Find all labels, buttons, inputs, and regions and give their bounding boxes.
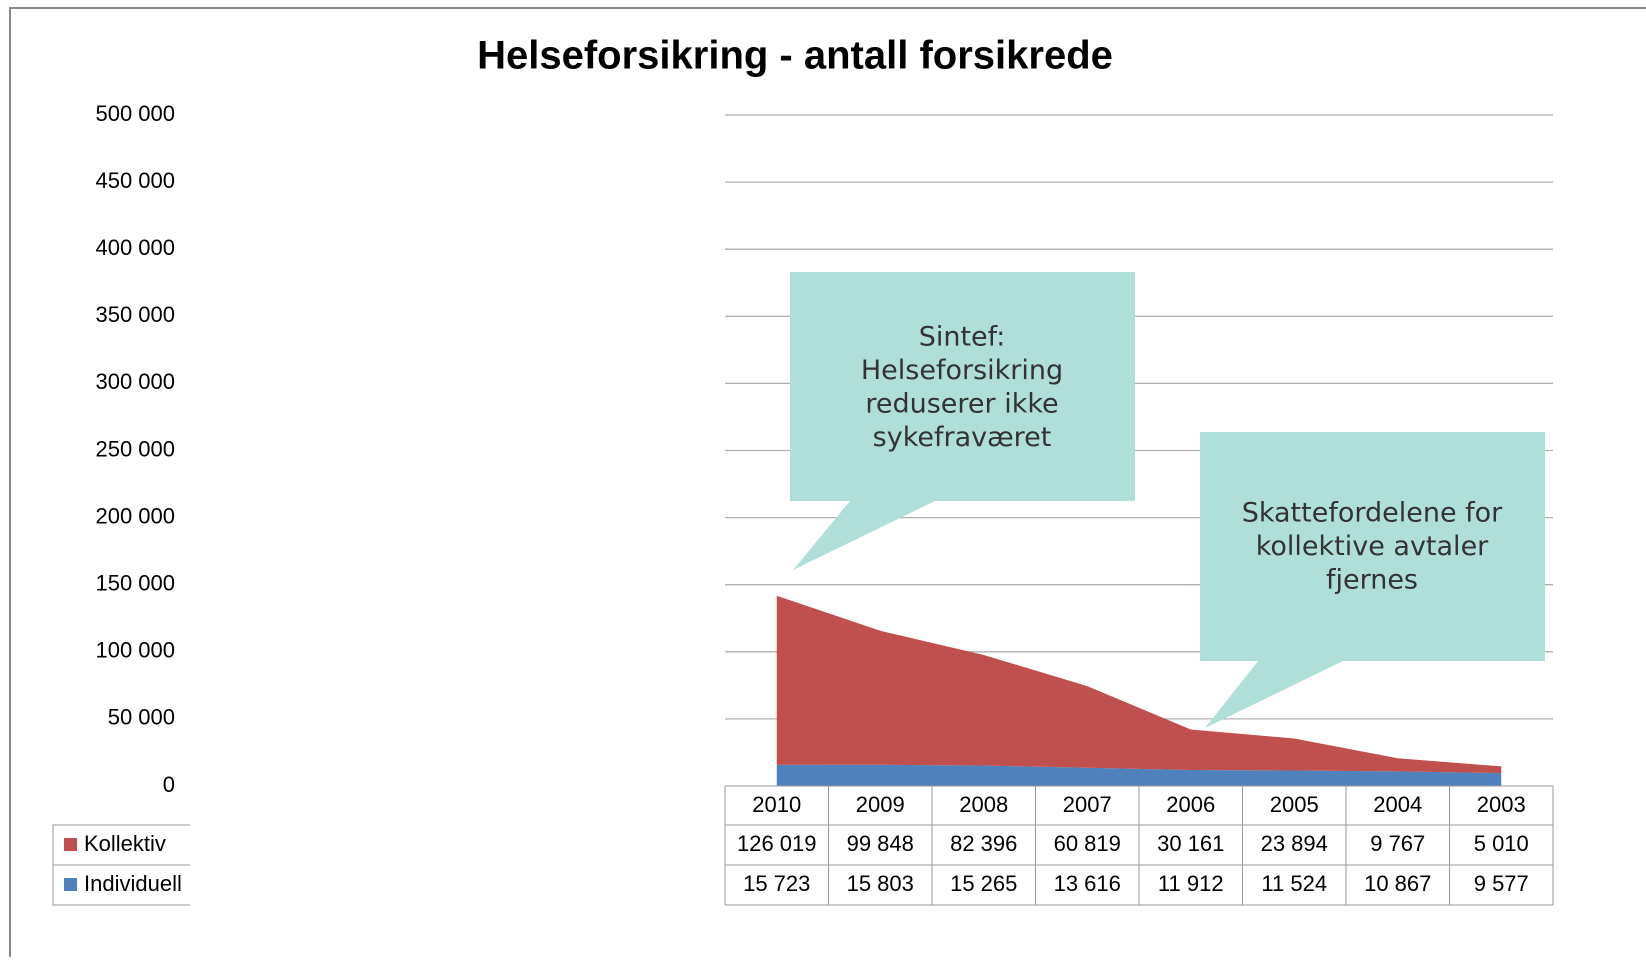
data-label: 5 010 xyxy=(1474,831,1529,856)
data-label: 13 616 xyxy=(1054,871,1121,896)
annotation: Sintef: xyxy=(919,322,1006,353)
callout-box xyxy=(1200,432,1545,728)
plot: 0 50 000 100 000 150 000 200 000 250 000 300 0… xyxy=(52,101,1554,906)
x-tick-label: 2006 xyxy=(1166,792,1215,817)
y-tick-label: 300 000 xyxy=(95,369,175,394)
legend-swatch xyxy=(64,878,77,891)
data-label: 60 819 xyxy=(1054,831,1121,856)
y-tick-label: 450 000 xyxy=(95,168,175,193)
data-label: 15 723 xyxy=(743,871,810,896)
legend-box xyxy=(52,824,190,906)
data-label: 15 265 xyxy=(950,871,1017,896)
data-label: 23 894 xyxy=(1261,831,1328,856)
y-tick-label: 0 xyxy=(163,772,175,797)
y-tick-label: 350 000 xyxy=(95,302,175,327)
y-tick-label: 50 000 xyxy=(108,705,175,730)
data-label: 11 912 xyxy=(1158,871,1224,896)
x-tick-label: 2003 xyxy=(1477,792,1526,817)
frame xyxy=(9,7,1646,957)
y-tick-label: 200 000 xyxy=(95,503,175,528)
x-tick-label: 2010 xyxy=(752,792,801,817)
callout-box xyxy=(790,272,1135,570)
y-tick-label: 400 000 xyxy=(95,235,175,260)
annotation: Skattefordelene for xyxy=(1242,498,1503,529)
callout xyxy=(790,272,1545,728)
legend-label: Individuell xyxy=(84,871,182,896)
x-tick-label: 2008 xyxy=(959,792,1008,817)
x-tick-label: 2004 xyxy=(1373,792,1422,817)
data-label: 99 848 xyxy=(847,831,914,856)
legend-swatch xyxy=(64,838,77,851)
x-tick-label: 2009 xyxy=(856,792,905,817)
data-label: 9 767 xyxy=(1370,831,1425,856)
data-label: 82 396 xyxy=(950,831,1017,856)
y-tick-label: 500 000 xyxy=(95,101,175,126)
area xyxy=(776,764,1502,786)
data-label: 126 019 xyxy=(737,831,817,856)
x-tick-label: 2007 xyxy=(1063,792,1112,817)
legend-label: Kollektiv xyxy=(84,831,166,856)
y-tick-label: 250 000 xyxy=(95,436,175,461)
area xyxy=(776,595,1502,774)
annotation: Helseforsikring xyxy=(861,355,1063,386)
x-tick-label: 2005 xyxy=(1270,792,1319,817)
data-label: 15 803 xyxy=(847,871,914,896)
annotation: reduserer ikke xyxy=(865,389,1058,420)
chart-title: Helseforsikring - antall forsikrede xyxy=(477,34,1113,78)
data-label: 10 867 xyxy=(1364,871,1431,896)
y-tick-label: 100 000 xyxy=(95,638,175,663)
data-label: 11 524 xyxy=(1261,871,1327,896)
annotation: kollektive avtaler xyxy=(1256,531,1489,562)
data-label: 30 161 xyxy=(1157,831,1224,856)
annotation: sykefraværet xyxy=(873,422,1052,453)
annotation: fjernes xyxy=(1326,565,1418,596)
data-label: 9 577 xyxy=(1474,871,1529,896)
y-tick-label: 150 000 xyxy=(95,571,175,596)
